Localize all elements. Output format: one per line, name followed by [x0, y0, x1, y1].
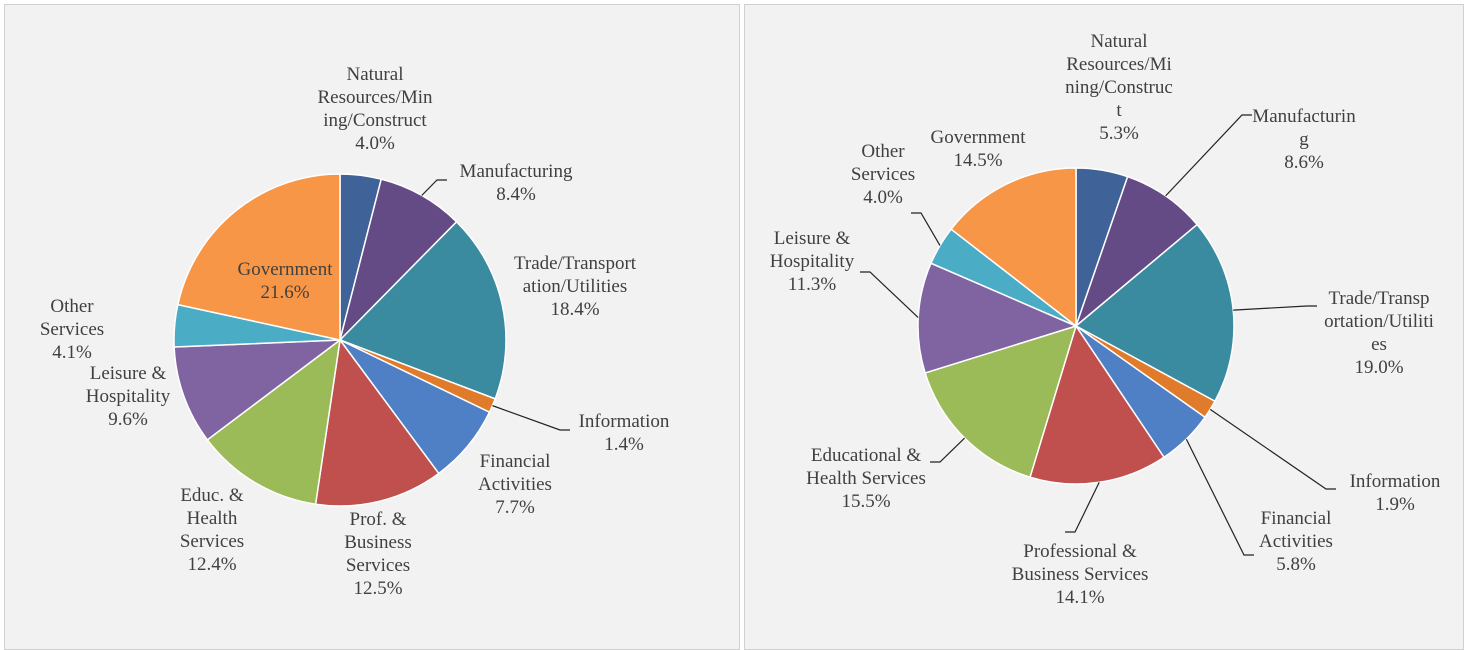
data-label: Government 21.6% — [218, 258, 353, 304]
data-label: Information 1.9% — [1325, 470, 1465, 516]
category-label: Information — [1349, 471, 1441, 492]
category-label: Trade/Transportation/Utilities — [513, 253, 637, 297]
value-label: 12.5% — [353, 578, 403, 599]
value-label: 4.0% — [863, 187, 903, 208]
category-label: Information — [578, 411, 670, 432]
leader-line — [860, 271, 919, 319]
value-label: 19.0% — [1354, 357, 1404, 378]
data-label: Other Services 4.0% — [838, 140, 928, 209]
category-label: Leisure & Hospitality — [769, 228, 855, 272]
category-label: Professional & Business Services — [1011, 541, 1149, 585]
data-label: Leisure & Hospitality 9.6% — [68, 362, 188, 431]
value-label: 8.4% — [496, 184, 536, 205]
value-label: 9.6% — [108, 409, 148, 430]
data-label: Financial Activities 5.8% — [1236, 507, 1356, 576]
data-label: Trade/Transportation/Utilities 19.0% — [1324, 287, 1434, 379]
value-label: 14.1% — [1055, 587, 1105, 608]
category-label: Prof. & Business Services — [344, 509, 412, 576]
pie-slice — [206, 338, 342, 506]
pie-slice — [1029, 324, 1166, 485]
value-label: 1.9% — [1375, 494, 1415, 515]
data-label: Information 1.4% — [559, 410, 689, 456]
data-label: Natural Resources/Mining/Construct 4.0% — [316, 63, 434, 155]
category-label: Educational & Health Services — [806, 445, 926, 489]
leader-line — [1209, 408, 1336, 490]
pie-slice — [950, 167, 1077, 328]
leader-line — [1065, 482, 1100, 533]
category-label: Government — [237, 259, 333, 280]
pie-slice — [314, 338, 440, 507]
leader-line — [421, 179, 447, 196]
data-label: Prof. & Business Services 12.5% — [323, 508, 433, 600]
data-label: Leisure & Hospitality 11.3% — [752, 227, 872, 296]
value-label: 5.3% — [1099, 123, 1139, 144]
pie-slice — [173, 339, 343, 441]
leader-line — [1185, 438, 1254, 556]
value-label: 5.8% — [1276, 554, 1316, 575]
pie-slice — [176, 173, 341, 341]
data-label: Educational & Health Services 15.5% — [806, 444, 926, 513]
data-label: Trade/Transportation/Utilities 18.4% — [510, 252, 640, 321]
data-label: Natural Resources/Mining/Construct 5.3% — [1064, 30, 1174, 145]
value-label: 7.7% — [495, 497, 535, 518]
value-label: 1.4% — [604, 434, 644, 455]
value-label: 12.4% — [187, 554, 237, 575]
pie-slice — [917, 262, 1079, 374]
leader-line — [492, 405, 570, 431]
category-label: Educ. & Health Services — [179, 485, 245, 552]
data-label: Financial Activities 7.7% — [460, 450, 570, 519]
category-label: Leisure & Hospitality — [85, 363, 171, 407]
category-label: Financial Activities — [478, 451, 552, 495]
value-label: 21.6% — [260, 282, 310, 303]
category-label: Trade/Transportation/Utilities — [1324, 288, 1434, 355]
value-label: 18.4% — [550, 299, 600, 320]
data-label: Manufacturing 8.6% — [1249, 105, 1359, 174]
category-label: Other Services — [850, 141, 916, 185]
category-label: Financial Activities — [1259, 508, 1333, 552]
pie-slice — [924, 324, 1078, 479]
data-label: Manufacturing 8.4% — [449, 160, 584, 206]
leader-line — [930, 437, 966, 463]
data-label: Professional & Business Services 14.1% — [1010, 540, 1150, 609]
pie-slice — [338, 220, 507, 400]
pie-slice — [1074, 175, 1199, 329]
pie-slice — [338, 178, 458, 343]
value-label: 15.5% — [841, 491, 891, 512]
value-label: 11.3% — [787, 274, 837, 295]
value-label: 8.6% — [1284, 152, 1324, 173]
data-label: Educ. & Health Services 12.4% — [167, 484, 257, 576]
category-label: Manufacturing — [459, 161, 573, 182]
data-label: Other Services 4.1% — [27, 295, 117, 364]
pie-slice — [1074, 223, 1235, 403]
category-label: Government — [930, 127, 1026, 148]
category-label: Natural Resources/Mining/Construct — [1065, 31, 1173, 121]
leader-line — [911, 212, 941, 246]
leader-line — [1233, 305, 1317, 311]
value-label: 4.1% — [52, 342, 92, 363]
value-label: 4.0% — [355, 133, 395, 154]
category-label: Manufacturing — [1252, 106, 1356, 150]
category-label: Natural Resources/Mining/Construct — [317, 64, 433, 131]
category-label: Other Services — [39, 296, 105, 340]
leader-line — [1165, 114, 1252, 197]
data-label: Government 14.5% — [911, 126, 1046, 172]
value-label: 14.5% — [953, 150, 1003, 171]
